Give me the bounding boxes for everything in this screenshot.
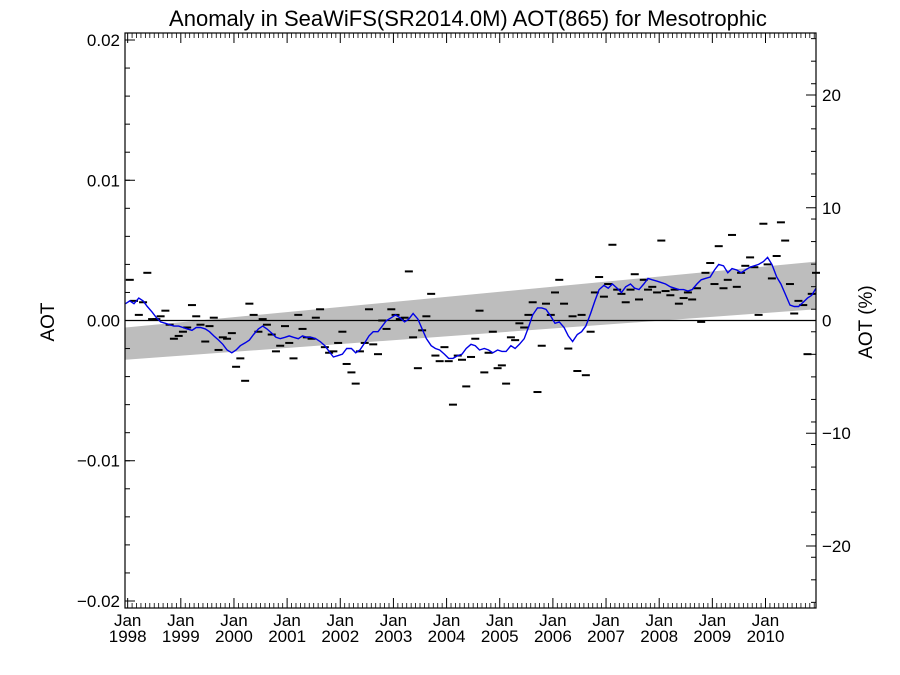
left-tick-label: −0.01 (77, 452, 120, 471)
x-tick-year-label: 2005 (481, 627, 519, 646)
x-axis-ticks: Jan1998Jan1999Jan2000Jan2001Jan2002Jan20… (109, 33, 815, 646)
x-tick-month-label: Jan (114, 611, 141, 630)
right-tick-label: 0 (822, 312, 831, 331)
smoothed-series-layer (125, 256, 817, 360)
chart-title: Anomaly in SeaWiFS(SR2014.0M) AOT(865) f… (169, 6, 767, 31)
x-tick-year-label: 2004 (428, 627, 466, 646)
x-tick-month-label: Jan (220, 611, 247, 630)
left-tick-label: 0.02 (87, 31, 120, 50)
x-tick-month-label: Jan (486, 611, 513, 630)
x-tick-year-label: 2006 (534, 627, 572, 646)
right-tick-label: −10 (822, 424, 851, 443)
monthly-points-layer (125, 221, 820, 406)
left-tick-label: 0.01 (87, 171, 120, 190)
right-axis-ticks: 20 10 0 −10 −20 (806, 38, 851, 603)
x-tick-year-label: 1998 (109, 627, 147, 646)
x-tick-month-label: Jan (433, 611, 460, 630)
x-tick-year-label: 2007 (587, 627, 625, 646)
x-tick-year-label: 2008 (640, 627, 678, 646)
x-tick-month-label: Jan (539, 611, 566, 630)
trend-uncertainty-band-layer (125, 261, 816, 360)
trend-band (125, 261, 816, 360)
left-tick-label: 0.00 (87, 312, 120, 331)
x-tick-year-label: 2009 (693, 627, 731, 646)
left-axis-ticks: 0.02 0.01 0.00 −0.01 −0.02 (77, 31, 135, 611)
x-tick-month-label: Jan (273, 611, 300, 630)
x-tick-year-label: 2002 (321, 627, 359, 646)
left-axis-label: AOT (38, 302, 59, 341)
x-tick-month-label: Jan (699, 611, 726, 630)
x-tick-year-label: 2003 (375, 627, 413, 646)
smoothed-series-line (125, 256, 817, 360)
x-tick-month-label: Jan (167, 611, 194, 630)
x-tick-month-label: Jan (592, 611, 619, 630)
right-tick-label: −20 (822, 537, 851, 556)
right-axis-label: AOT (%) (856, 285, 877, 359)
x-tick-month-label: Jan (645, 611, 672, 630)
left-tick-label: −0.02 (77, 592, 120, 611)
x-tick-year-label: 2000 (215, 627, 253, 646)
x-tick-month-label: Jan (752, 611, 779, 630)
right-tick-label: 20 (822, 86, 841, 105)
x-tick-month-label: Jan (380, 611, 407, 630)
x-tick-year-label: 2001 (268, 627, 306, 646)
x-tick-month-label: Jan (327, 611, 354, 630)
x-tick-year-label: 2010 (747, 627, 785, 646)
right-tick-label: 10 (822, 199, 841, 218)
x-tick-year-label: 1999 (162, 627, 200, 646)
